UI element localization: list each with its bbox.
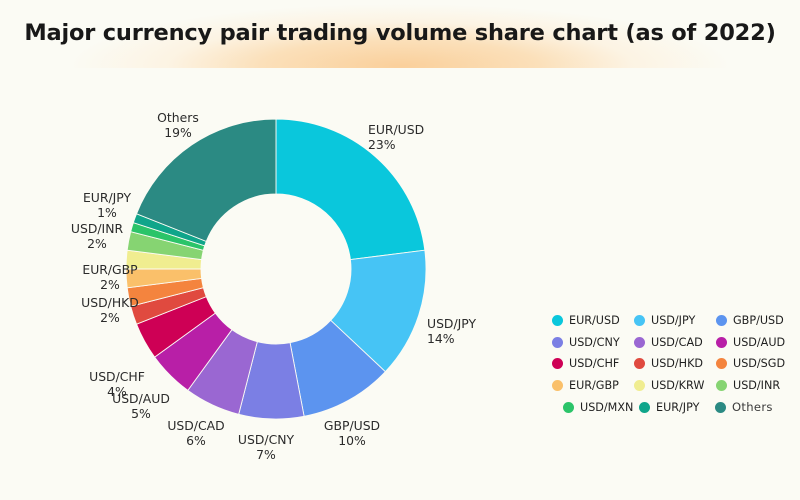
legend-item-usd-cad[interactable]: USD/CAD	[634, 336, 716, 349]
slice-callout-value: 7%	[256, 447, 276, 462]
legend-item-eur-gbp[interactable]: EUR/GBP	[552, 379, 634, 392]
legend-swatch-icon	[634, 379, 645, 391]
legend-item-label: USD/CNY	[569, 335, 620, 349]
legend-item-label: GBP/USD	[733, 314, 784, 327]
legend-row: USD/CHF USD/HKD USD/SGD	[552, 357, 796, 370]
slice-callout-value: 5%	[131, 406, 151, 421]
slice-callout-label: USD/INR 2%	[71, 221, 124, 251]
slice-callout-name: USD/JPY	[427, 316, 477, 331]
legend-item-label: USD/CHF	[569, 357, 620, 370]
legend-item-usd-mxn[interactable]: USD/MXN	[563, 400, 639, 414]
legend-item-gbp-usd[interactable]: GBP/USD	[716, 314, 798, 327]
legend-item-usd-hkd[interactable]: USD/HKD	[634, 357, 716, 370]
legend-swatch-icon	[716, 315, 727, 326]
slice-callout-name: GBP/USD	[324, 418, 380, 433]
legend-row: EUR/GBP USD/KRW USD/INR	[552, 379, 796, 392]
legend-swatch-icon	[563, 401, 574, 413]
legend-item-usd-jpy[interactable]: USD/JPY	[634, 314, 716, 327]
legend-item-label: USD/CAD	[651, 335, 703, 349]
legend-swatch-icon	[552, 336, 563, 348]
legend-item-usd-krw[interactable]: USD/KRW	[634, 379, 716, 392]
legend-item-usd-aud[interactable]: USD/AUD	[716, 336, 798, 349]
slice-callout-name: EUR/JPY	[83, 190, 132, 205]
slice-callout-name: USD/CHF	[89, 369, 145, 384]
slice-callout-label: USD/CAD 6%	[167, 418, 224, 448]
donut-slices	[125, 118, 427, 420]
slice-callout-name: EUR/USD	[368, 122, 424, 137]
donut-callout-labels: EUR/USD 23%USD/JPY 14%GBP/USD 10%USD/CNY 7%U…	[71, 110, 477, 462]
legend-swatch-icon	[716, 358, 727, 369]
legend-item-label: USD/MXN	[580, 400, 634, 414]
chart-legend: EUR/USD USD/JPY GBP/USD USD/CNY USD/CAD USD/A…	[552, 314, 796, 423]
legend-swatch-icon	[552, 379, 563, 391]
legend-item-label: USD/SGD	[733, 357, 786, 370]
legend-item-label: Others	[732, 400, 773, 414]
slice-callout-label: Others 19%	[157, 110, 199, 140]
donut-slice[interactable]	[135, 118, 277, 242]
legend-swatch-icon	[634, 336, 645, 348]
slice-callout-name: USD/INR	[71, 221, 124, 236]
legend-swatch-icon	[716, 379, 727, 391]
legend-item-label: USD/KRW	[651, 378, 705, 392]
legend-row: USD/MXN EUR/JPY Others	[558, 400, 796, 414]
legend-item-usd-chf[interactable]: USD/CHF	[552, 357, 634, 370]
legend-swatch-icon	[552, 358, 563, 369]
slice-callout-label: USD/AUD 5%	[112, 391, 170, 421]
legend-item-label: USD/INR	[733, 378, 781, 392]
legend-item-usd-inr[interactable]: USD/INR	[716, 379, 798, 392]
legend-swatch-icon	[552, 315, 563, 326]
legend-swatch-icon	[716, 336, 727, 348]
slice-callout-name: Others	[157, 110, 199, 125]
slice-callout-label: USD/CHF 4%	[89, 369, 145, 399]
slice-callout-label: USD/JPY 14%	[427, 316, 477, 346]
slice-callout-value: 2%	[100, 310, 120, 325]
legend-item-others[interactable]: Others	[715, 400, 791, 414]
legend-item-label: USD/HKD	[651, 357, 704, 370]
legend-item-eur-usd[interactable]: EUR/USD	[552, 314, 634, 327]
slice-callout-name: USD/CAD	[167, 418, 224, 433]
slice-callout-label: GBP/USD 10%	[324, 418, 380, 448]
slice-callout-name: USD/HKD	[81, 295, 139, 310]
slice-callout-value: 1%	[97, 205, 117, 220]
legend-swatch-icon	[634, 315, 645, 326]
legend-swatch-icon	[634, 358, 645, 369]
slice-callout-value: 10%	[338, 433, 366, 448]
legend-item-eur-jpy[interactable]: EUR/JPY	[639, 400, 715, 414]
legend-swatch-icon	[715, 401, 726, 413]
legend-item-usd-sgd[interactable]: USD/SGD	[716, 357, 798, 370]
slice-callout-value: 2%	[100, 277, 120, 292]
slice-callout-name: USD/CNY	[238, 432, 295, 447]
slice-callout-name: EUR/GBP	[82, 262, 138, 277]
slice-callout-value: 2%	[87, 236, 107, 251]
slice-callout-value: 6%	[186, 433, 206, 448]
legend-item-label: USD/AUD	[733, 335, 786, 349]
slice-callout-name: USD/AUD	[112, 391, 170, 406]
slice-callout-label: EUR/JPY 1%	[83, 190, 132, 220]
legend-item-label: USD/JPY	[651, 314, 696, 327]
slice-callout-label: USD/HKD 2%	[81, 295, 139, 325]
legend-row: USD/CNY USD/CAD USD/AUD	[552, 336, 796, 349]
slice-callout-value: 23%	[368, 137, 396, 152]
legend-item-label: EUR/GBP	[569, 378, 619, 392]
legend-item-label: EUR/USD	[569, 314, 620, 327]
slice-callout-label: EUR/USD 23%	[368, 122, 424, 152]
slice-callout-value: 14%	[427, 331, 455, 346]
slice-callout-label: USD/CNY 7%	[238, 432, 295, 462]
page-title: Major currency pair trading volume share…	[24, 20, 776, 46]
legend-swatch-icon	[639, 401, 650, 413]
donut-slice[interactable]	[275, 118, 426, 261]
legend-item-usd-cny[interactable]: USD/CNY	[552, 336, 634, 349]
header-accent-band	[0, 0, 800, 68]
legend-item-label: EUR/JPY	[656, 400, 700, 414]
slice-callout-value: 4%	[107, 384, 127, 399]
legend-row: EUR/USD USD/JPY GBP/USD	[552, 314, 796, 327]
slice-callout-label: EUR/GBP 2%	[82, 262, 138, 292]
slice-callout-value: 19%	[164, 125, 192, 140]
